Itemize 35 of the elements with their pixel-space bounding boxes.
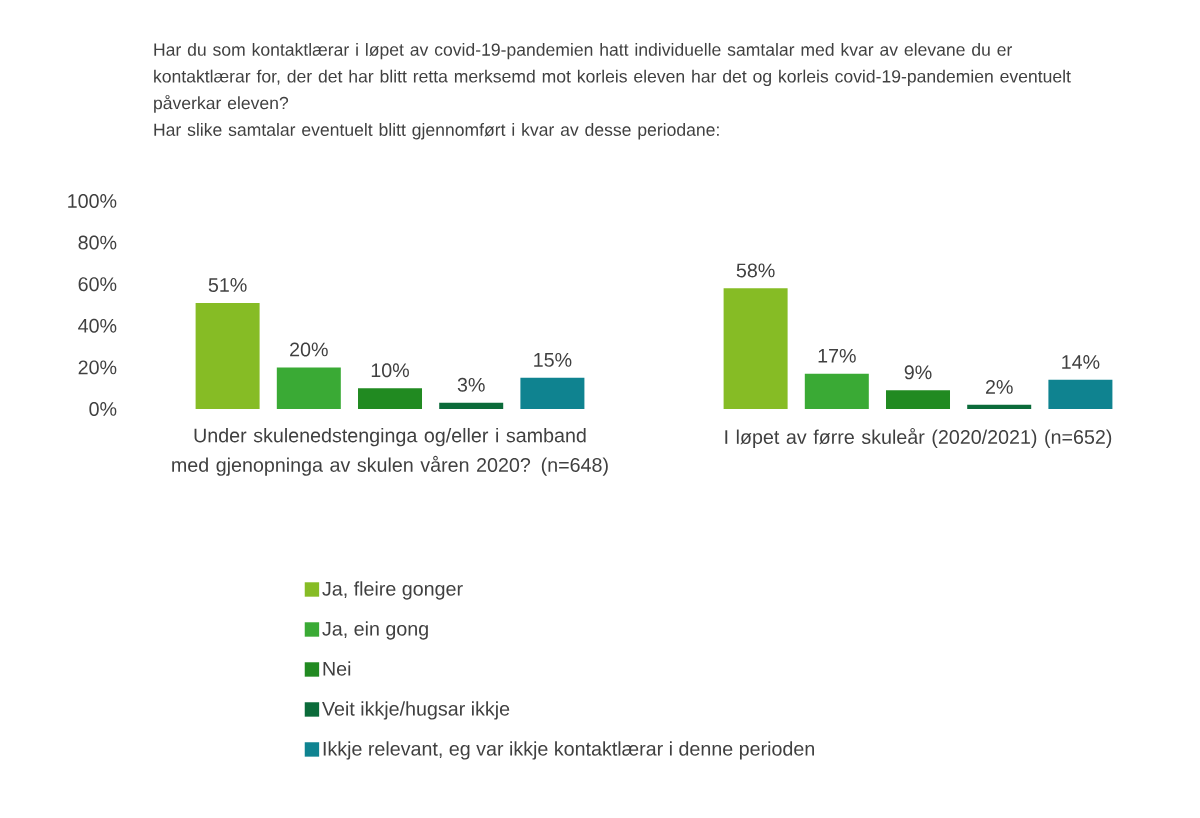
y-tick-label: 0%: [89, 402, 117, 416]
bar: [886, 390, 951, 409]
chart-title: Har du som kontaktlærar i løpet av covid-19-pandemien hatt individuelle samtalar med kvar av elevane du er kontaktlærar for, der det har blitt retta merksemd mot korleis eleven har det og korleis covid-19-pandemien eventuelt påverkar eleven?: [154, 42, 1071, 113]
bar: [967, 404, 1032, 409]
data-label: 17%: [818, 348, 856, 363]
bar: [723, 288, 788, 409]
data-label: 9%: [904, 365, 932, 380]
legend-label: Nei: [323, 661, 351, 676]
legend-label: Ja, ein gong: [322, 621, 428, 640]
bar: [439, 402, 504, 409]
data-label: 2%: [985, 379, 1013, 394]
chart-subtitle: Har slike samtalar eventuelt blitt gjennomført i kvar av desse periodane:: [154, 123, 719, 140]
bar: [195, 302, 260, 409]
data-label: 20%: [290, 342, 328, 357]
data-label: 51%: [208, 278, 247, 292]
legend-label: Veit ikkje/hugsar ikkje: [322, 701, 510, 720]
x-tick-label: Under skulenedstenginga og/eller i samband med gjenopninga av skulen våren 2020? (n=648): [172, 427, 608, 476]
x-tick-label: I løpet av førre skuleår (2020/2021) (n=652): [725, 427, 1112, 448]
data-label: 15%: [534, 352, 572, 367]
y-tick-label: 40%: [78, 318, 117, 333]
y-tick-label: 80%: [78, 235, 117, 250]
bar: [804, 373, 869, 409]
bar: [520, 377, 585, 409]
data-label: 58%: [736, 263, 775, 278]
data-label: 14%: [1062, 355, 1100, 369]
bar: [358, 388, 423, 409]
bar: [1048, 379, 1113, 409]
y-tick-label: 20%: [78, 360, 117, 375]
legend-label: Ikkje relevant, eg var ikkje kontaktlærar i denne perioden: [323, 741, 814, 760]
data-label: 3%: [457, 377, 485, 392]
data-label: 10%: [371, 363, 409, 378]
y-tick-label: 60%: [78, 277, 117, 292]
legend-label: Ja, fleire gonger: [322, 581, 463, 600]
y-tick-label: 100%: [68, 194, 117, 208]
bar: [276, 367, 341, 409]
